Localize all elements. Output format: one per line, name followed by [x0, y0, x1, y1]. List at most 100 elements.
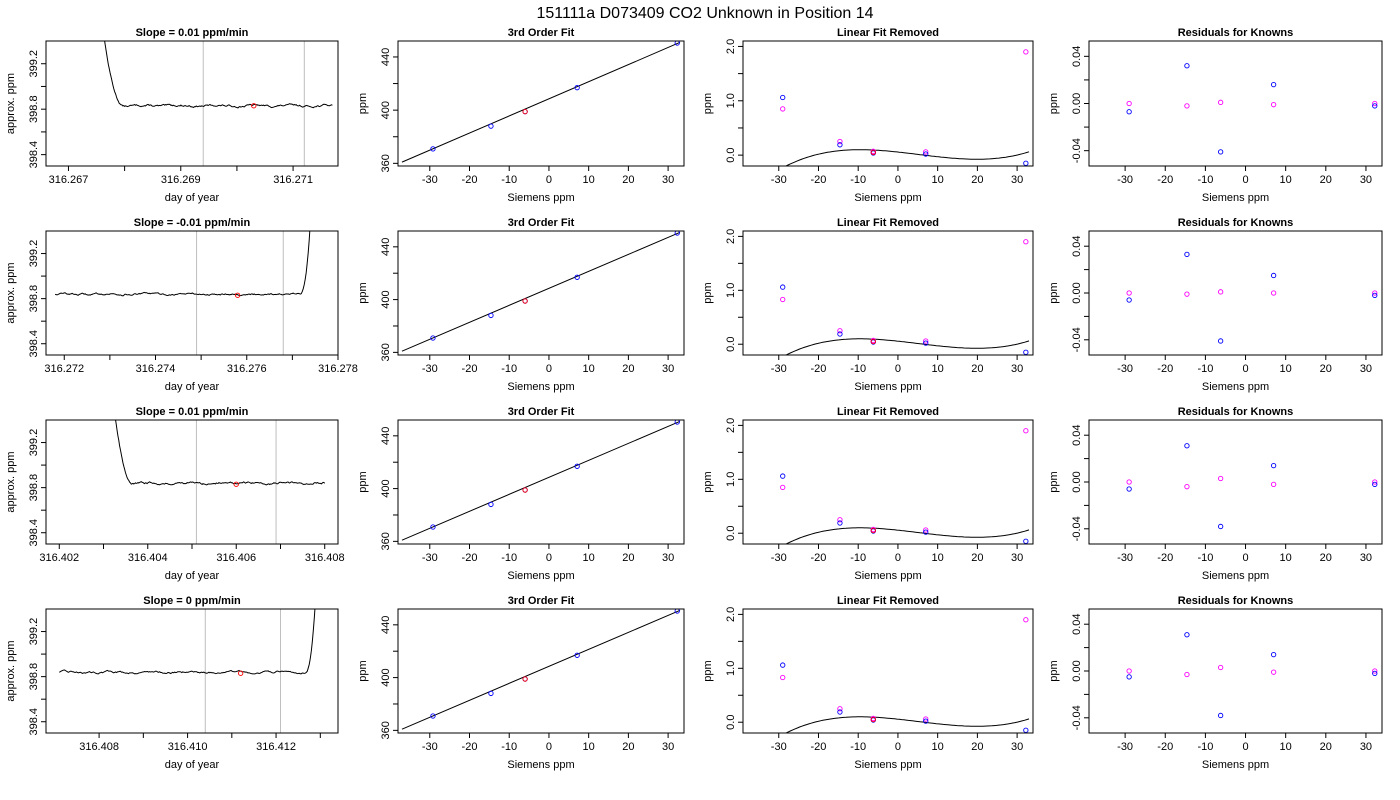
plot-frame [1088, 608, 1383, 734]
page-title: 151111a D073409 CO2 Unknown in Position … [536, 5, 873, 22]
x-tick-label: -20 [811, 552, 827, 564]
x-tick-label: 0 [895, 174, 901, 186]
known-point [1270, 651, 1277, 658]
raw-point [1184, 671, 1190, 678]
unknown-point [870, 338, 876, 345]
unknown-point [233, 481, 239, 487]
raw-point [837, 138, 843, 145]
panel-title: Slope = 0.01 ppm/min [136, 27, 249, 39]
y-tick-label: 399.2 [28, 50, 40, 78]
known-point [923, 151, 929, 157]
y-tick-label: 2.0 [725, 229, 737, 244]
panel-title: Residuals for Knowns [1178, 406, 1294, 418]
x-tick-label: -30 [771, 552, 787, 564]
known-point [837, 520, 843, 526]
panel-title: Residuals for Knowns [1178, 595, 1294, 607]
raw-point [1023, 239, 1029, 245]
y-axis-label: ppm [702, 93, 714, 114]
x-tick-label: 20 [971, 363, 983, 375]
known-point [1270, 272, 1277, 279]
x-tick-label: 30 [1360, 174, 1372, 186]
x-tick-label: 20 [971, 552, 983, 564]
panel-r3-c1: 3rd Order Fit Siemens ppm ppm -30 -20 -10 0 10 2… [357, 595, 685, 771]
panel-title: Slope = 0 ppm/min [143, 595, 241, 607]
panel-grid: Slope = 0.01 ppm/min day of year approx. p… [5, 27, 1383, 771]
x-tick-label: 10 [932, 552, 944, 564]
raw-point [923, 716, 929, 722]
x-tick-label: -20 [462, 552, 478, 564]
panel-title: 3rd Order Fit [508, 27, 575, 39]
x-tick-label: 10 [1280, 363, 1292, 375]
x-tick-label: -20 [811, 363, 827, 375]
raw-point [1372, 479, 1378, 485]
plot-frame [45, 419, 339, 545]
unknown-point [870, 149, 876, 156]
fit-line [401, 609, 681, 730]
x-tick-label: -20 [1157, 741, 1173, 753]
panel-title: Linear Fit Removed [837, 406, 939, 418]
x-tick-label: -30 [1117, 552, 1133, 564]
x-tick-label: 0 [546, 741, 552, 753]
known-point [1126, 486, 1132, 492]
x-tick-label: -10 [1197, 552, 1213, 564]
raw-point [1270, 290, 1277, 296]
known-point [430, 524, 436, 530]
known-point [1126, 109, 1132, 115]
panel-r3-c2: Linear Fit Removed Siemens ppm ppm -30 -20 -1… [702, 595, 1034, 771]
plot-area [1126, 63, 1378, 155]
x-axis-label: Siemens ppm [854, 381, 921, 393]
unknown-point [234, 292, 241, 298]
y-tick-label: -0.04 [1071, 327, 1083, 352]
x-tick-label: 30 [1011, 174, 1023, 186]
known-point [488, 123, 494, 129]
x-tick-label: 0 [546, 174, 552, 186]
panel-r0-c0: Slope = 0.01 ppm/min day of year approx. p… [5, 27, 339, 204]
y-tick-label: 0.04 [1071, 46, 1083, 67]
x-tick-label: 316.408 [305, 552, 345, 564]
y-axis-label: ppm [357, 660, 369, 681]
x-tick-label: 0 [546, 363, 552, 375]
plot-frame [1088, 230, 1383, 356]
raw-point [1126, 668, 1132, 674]
x-tick-label: 30 [1360, 363, 1372, 375]
y-tick-label: 400 [380, 101, 392, 119]
y-tick-label: 1.0 [725, 93, 737, 108]
y-tick-label: -0.04 [1071, 138, 1083, 163]
raw-point [1217, 289, 1224, 295]
y-tick-label: 398.4 [28, 708, 40, 736]
x-tick-label: -30 [1117, 363, 1133, 375]
known-point [1372, 481, 1378, 487]
y-tick-label: 2.0 [725, 418, 737, 433]
x-tick-label: 10 [1280, 741, 1292, 753]
x-tick-label: -10 [850, 363, 866, 375]
y-tick-label: 440 [380, 48, 392, 66]
x-axis-label: Siemens ppm [1202, 759, 1269, 771]
raw-point [1372, 100, 1378, 107]
x-tick-label: 316.278 [318, 363, 358, 375]
unknown-point [870, 716, 876, 723]
y-tick-label: 0.00 [1071, 282, 1083, 303]
y-tick-label: 398.8 [28, 474, 40, 502]
x-tick-label: -10 [1197, 741, 1213, 753]
x-tick-label: 20 [1320, 741, 1332, 753]
y-tick-label: 360 [380, 721, 392, 739]
y-tick-label: 399.2 [28, 618, 40, 646]
known-point [430, 335, 436, 341]
fit-curve [785, 716, 1030, 733]
panel-r1-c2: Linear Fit Removed Siemens ppm ppm -30 -20 -1… [702, 217, 1034, 393]
known-point [923, 718, 929, 724]
x-axis-label: day of year [165, 759, 220, 771]
panel-r2-c1: 3rd Order Fit Siemens ppm ppm -30 -20 -10 0 10 2… [357, 406, 685, 582]
panel-title: Linear Fit Removed [837, 217, 939, 229]
x-tick-label: 316.272 [44, 363, 84, 375]
y-tick-label: 440 [380, 427, 392, 445]
known-point [574, 85, 580, 91]
x-tick-label: -10 [501, 174, 517, 186]
x-axis-label: Siemens ppm [507, 570, 574, 582]
fit-line [401, 231, 681, 352]
y-tick-label: 0.0 [725, 715, 737, 730]
x-tick-label: 30 [1011, 741, 1023, 753]
y-axis-label: approx. ppm [5, 451, 17, 512]
x-tick-label: 0 [1242, 741, 1248, 753]
x-axis-label: Siemens ppm [854, 192, 921, 204]
